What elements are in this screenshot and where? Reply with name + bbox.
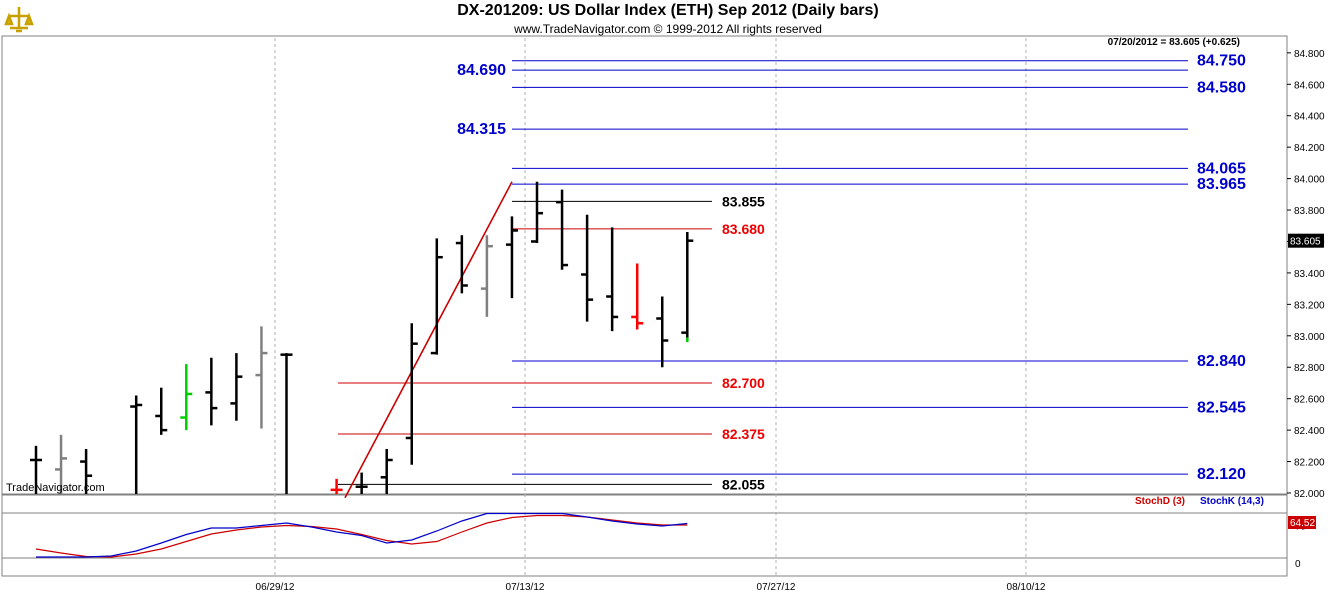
x-tick-label: 06/29/12	[256, 582, 295, 593]
trade-navigator-logo-icon	[4, 4, 34, 34]
level-label: 82.120	[1197, 466, 1246, 483]
watermark: TradeNavigator.com	[6, 482, 105, 494]
last-price-label: 83.605	[1290, 237, 1321, 248]
trendline	[344, 181, 513, 499]
level-label: 82.545	[1197, 399, 1246, 416]
level-label: 83.855	[722, 193, 765, 209]
stochd-legend: StochD (3)	[1135, 496, 1185, 507]
level-label: 84.690	[457, 62, 506, 79]
level-label: 82.840	[1197, 353, 1246, 370]
stochk-legend: StochK (14,3)	[1200, 496, 1264, 507]
y-tick-label: 84.800	[1294, 49, 1325, 60]
stochk-line	[36, 512, 688, 558]
chart-subtitle: www.TradeNavigator.com © 1999-2012 All r…	[514, 22, 822, 36]
y-tick-label: 82.000	[1294, 489, 1325, 500]
x-tick-label: 08/10/12	[1007, 582, 1046, 593]
level-label: 82.700	[722, 375, 765, 391]
y-tick-label: 83.800	[1294, 206, 1325, 217]
level-label: 83.680	[722, 221, 765, 237]
stochd-line	[35, 514, 688, 558]
x-tick-label: 07/13/12	[506, 582, 545, 593]
y-tick-label: 83.400	[1294, 269, 1325, 280]
chart-title: DX-201209: US Dollar Index (ETH) Sep 201…	[457, 2, 879, 19]
price-panel-frame	[1, 35, 1288, 495]
y-tick-label: 82.400	[1294, 426, 1325, 437]
y-tick-label: 84.600	[1294, 80, 1325, 91]
x-tick-label: 07/27/12	[757, 582, 796, 593]
level-label: 82.375	[722, 426, 765, 442]
y-tick-label: 82.800	[1294, 363, 1325, 374]
level-label: 84.580	[1197, 79, 1246, 96]
y-tick-label: 84.200	[1294, 143, 1325, 154]
y-tick-label: 83.000	[1294, 332, 1325, 343]
last-price-box	[1288, 233, 1324, 248]
level-label: 82.055	[722, 476, 765, 492]
y-tick-label: 84.400	[1294, 112, 1325, 123]
indicator-tick-label: 0	[1295, 559, 1301, 570]
y-tick-label: 82.600	[1294, 395, 1325, 406]
y-tick-label: 82.200	[1294, 458, 1325, 469]
last-price-info: 07/20/2012 = 83.605 (+0.625)	[1107, 37, 1240, 48]
level-label: 84.315	[457, 121, 506, 138]
stoch-last-box	[1288, 516, 1316, 529]
level-label: 83.965	[1197, 176, 1246, 193]
level-label: 84.750	[1197, 53, 1246, 70]
level-label: 84.065	[1197, 160, 1246, 177]
y-tick-label: 83.200	[1294, 300, 1325, 311]
y-tick-label: 84.000	[1294, 175, 1325, 186]
stoch-last-label: 64.52	[1290, 518, 1315, 529]
indicator-panel-frame	[1, 494, 1288, 577]
